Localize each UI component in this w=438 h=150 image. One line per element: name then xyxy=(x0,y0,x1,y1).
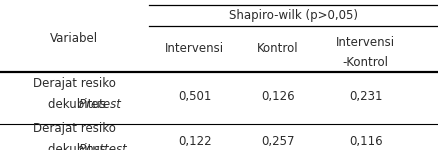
Text: Derajat resiko: Derajat resiko xyxy=(33,122,116,135)
Text: 0,501: 0,501 xyxy=(178,90,212,103)
Text: Intervensi: Intervensi xyxy=(166,42,224,55)
Text: Posttest: Posttest xyxy=(49,143,127,150)
Text: Shapiro-wilk (p>0,05): Shapiro-wilk (p>0,05) xyxy=(229,9,358,21)
Text: -Kontrol: -Kontrol xyxy=(343,56,389,69)
Text: Kontrol: Kontrol xyxy=(257,42,299,55)
Text: 0,122: 0,122 xyxy=(178,135,212,147)
Text: Derajat resiko: Derajat resiko xyxy=(33,78,116,90)
Text: dekubitus: dekubitus xyxy=(48,99,110,111)
Text: 0,231: 0,231 xyxy=(349,90,382,103)
Text: Intervensi: Intervensi xyxy=(336,36,395,49)
Text: Pretest: Pretest xyxy=(49,99,120,111)
Text: 0,126: 0,126 xyxy=(261,90,295,103)
Text: Variabel: Variabel xyxy=(50,32,99,45)
Text: dekubitus: dekubitus xyxy=(48,143,110,150)
Text: 0,116: 0,116 xyxy=(349,135,382,147)
Text: 0,257: 0,257 xyxy=(261,135,295,147)
